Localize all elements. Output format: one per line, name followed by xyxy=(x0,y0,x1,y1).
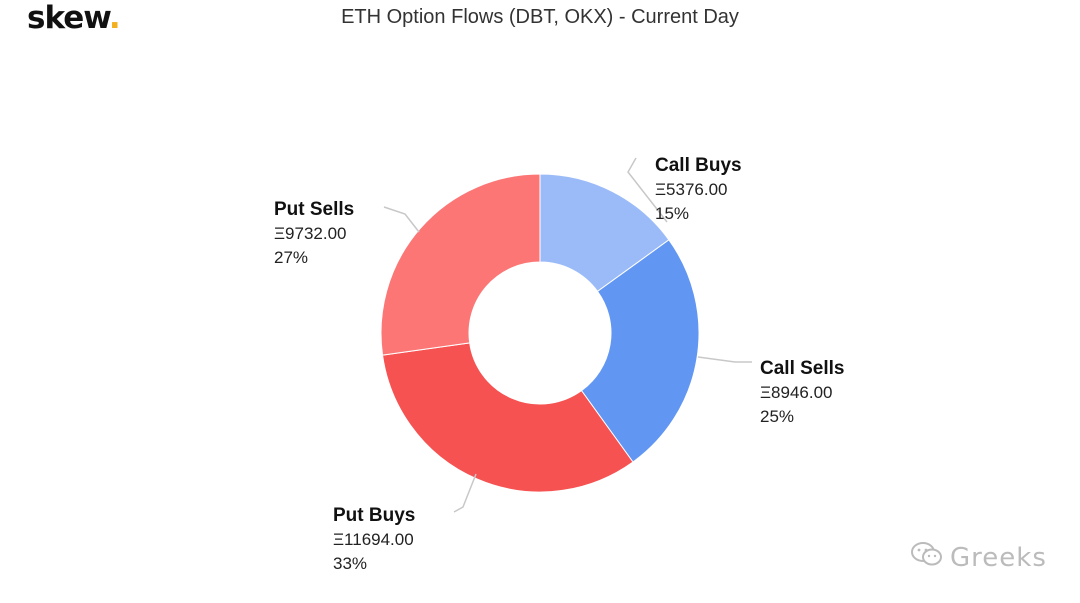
label-percent-call-sells: 25% xyxy=(760,407,794,426)
connector-call-sells xyxy=(697,356,752,363)
slice-put-buys[interactable] xyxy=(381,342,634,493)
watermark: Greeks xyxy=(910,540,1047,575)
connector-put-sells xyxy=(383,206,420,233)
slice-call-sells[interactable] xyxy=(580,239,700,463)
label-value-put-sells: Ξ9732.00 xyxy=(274,224,347,243)
label-name-call-sells: Call Sells xyxy=(760,358,845,379)
label-value-put-buys: Ξ11694.00 xyxy=(333,530,414,549)
skew-logo: skew. xyxy=(27,0,121,36)
logo-text: skew xyxy=(27,0,110,36)
logo-dot: . xyxy=(108,0,121,36)
connector-put-buys xyxy=(453,473,477,513)
watermark-text: Greeks xyxy=(950,542,1047,573)
wechat-icon xyxy=(910,540,944,575)
label-percent-call-buys: 15% xyxy=(655,204,689,223)
connector-call-buys xyxy=(627,157,668,223)
label-percent-put-buys: 33% xyxy=(333,554,367,573)
label-name-put-sells: Put Sells xyxy=(274,199,354,220)
label-percent-put-sells: 27% xyxy=(274,248,308,267)
slice-put-sells[interactable] xyxy=(380,173,541,356)
label-name-call-buys: Call Buys xyxy=(655,155,742,176)
slice-call-buys[interactable] xyxy=(539,173,670,293)
label-value-call-sells: Ξ8946.00 xyxy=(760,383,833,402)
label-name-put-buys: Put Buys xyxy=(333,505,415,526)
chart-title: ETH Option Flows (DBT, OKX) - Current Da… xyxy=(341,6,739,28)
label-value-call-buys: Ξ5376.00 xyxy=(655,180,728,199)
